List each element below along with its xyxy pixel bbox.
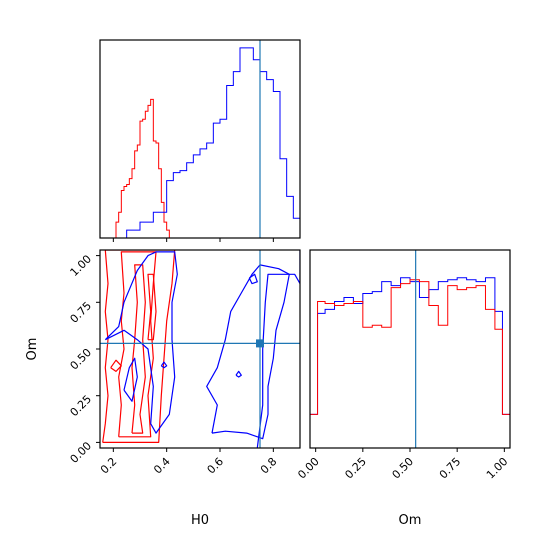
om-xtick-label-4: 1.00 xyxy=(484,455,511,482)
contour-xtick-label-2: 0.6 xyxy=(205,455,227,477)
contour-xtick-label-3: 0.8 xyxy=(258,455,280,477)
om-xtick-label-2: 0.50 xyxy=(390,455,417,482)
x-axis-label-h0: H0 xyxy=(191,513,209,528)
contour-red-1 xyxy=(118,251,157,438)
contour-blue-5 xyxy=(235,370,242,378)
x-axis-label-om: Om xyxy=(399,513,422,528)
om-hist-series-blue xyxy=(309,277,511,448)
contour-blue-2 xyxy=(206,264,290,440)
om-hist-series-red xyxy=(309,279,511,448)
contour-blue-0 xyxy=(104,251,178,434)
y-axis-label-om: Om xyxy=(25,338,40,361)
contour-red-0 xyxy=(102,250,176,443)
contour-blue-6 xyxy=(160,361,168,369)
h0-hist-frame xyxy=(99,39,301,239)
contour-red-2 xyxy=(131,264,146,434)
contour-blue-3 xyxy=(256,250,300,448)
contour-truth-marker xyxy=(256,339,264,348)
contour-ytick-label-4: 1.00 xyxy=(68,253,95,280)
contour-ytick-label-0: 0.00 xyxy=(68,439,95,466)
om-xtick-label-0: 0.00 xyxy=(295,455,322,482)
contour-ytick-label-1: 0.25 xyxy=(68,393,95,420)
contour-red-4 xyxy=(110,359,122,372)
contour-xtick-label-0: 0.2 xyxy=(98,455,120,477)
contour-xtick-label-1: 0.4 xyxy=(151,455,173,477)
contour-layer xyxy=(100,250,300,448)
contour-ytick-label-3: 0.75 xyxy=(68,299,95,326)
contour-blue-1 xyxy=(123,357,138,402)
contour-red-3 xyxy=(147,273,157,341)
om-xtick-label-1: 0.25 xyxy=(342,455,369,482)
h0-hist-series-red xyxy=(113,98,172,239)
h0-om-contour-panel: 0.2 0.4 0.6 0.8 0.00 0.25 0.50 0.75 1.00 xyxy=(68,249,301,477)
h0-hist-series-blue xyxy=(126,47,301,238)
contour-frame xyxy=(99,249,301,449)
contour-ytick-label-2: 0.50 xyxy=(68,346,95,373)
om-xtick-label-3: 0.75 xyxy=(437,455,464,482)
om-histogram-panel: 0.00 0.25 0.50 0.75 1.00 xyxy=(295,249,511,482)
h0-histogram-panel xyxy=(99,39,301,242)
contour-blue-4 xyxy=(248,273,258,285)
